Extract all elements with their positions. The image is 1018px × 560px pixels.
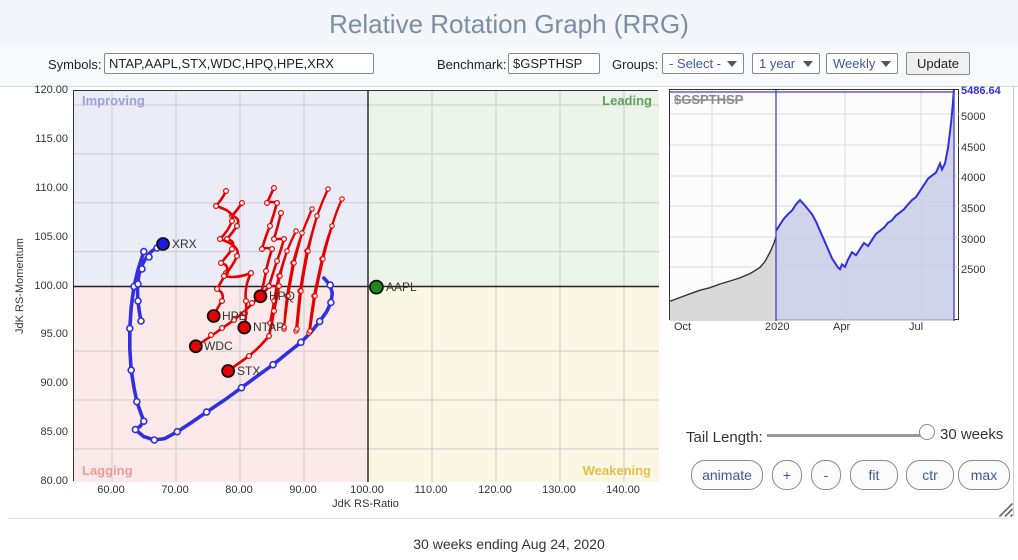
svg-text:Leading: Leading xyxy=(602,93,652,108)
svg-text:STX: STX xyxy=(237,364,260,378)
svg-text:WDC: WDC xyxy=(204,339,233,353)
svg-text:Improving: Improving xyxy=(82,93,145,108)
svg-text:NTAP: NTAP xyxy=(253,320,284,334)
svg-text:$GSPTHSP: $GSPTHSP xyxy=(674,92,744,107)
svg-text:HPQ: HPQ xyxy=(269,289,295,303)
svg-text:Lagging: Lagging xyxy=(82,463,133,478)
svg-text:AAPL: AAPL xyxy=(386,280,417,294)
svg-text:XRX: XRX xyxy=(172,237,197,251)
svg-text:Weakening: Weakening xyxy=(583,463,651,478)
